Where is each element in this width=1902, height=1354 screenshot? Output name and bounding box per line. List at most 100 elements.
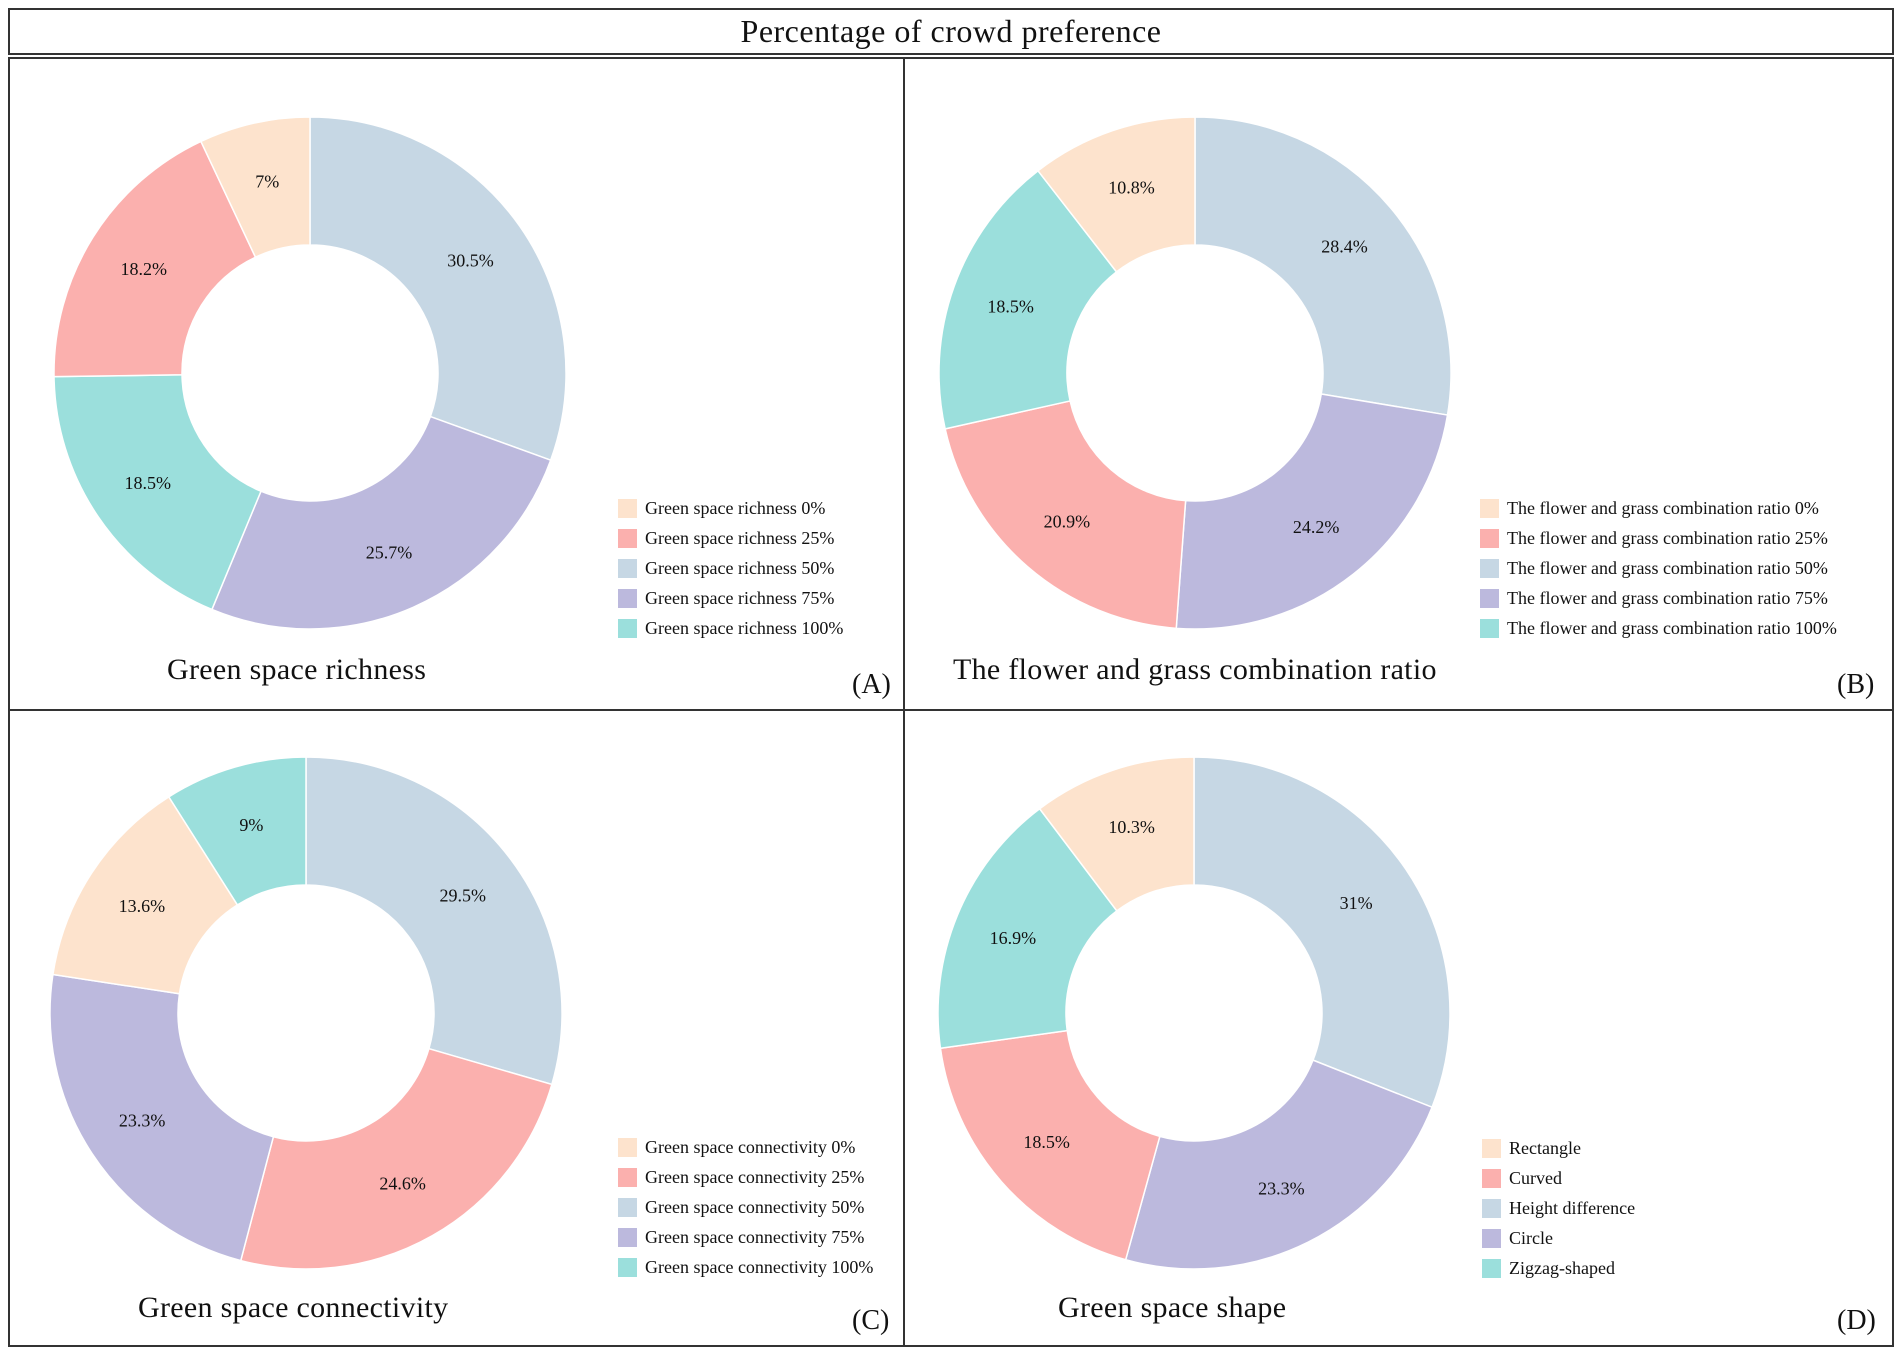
legend-c: Green space connectivity 0% Green space c… (618, 1132, 873, 1282)
legend-swatch (618, 498, 637, 518)
legend-swatch (618, 1197, 637, 1217)
legend-label: The flower and grass combination ratio 7… (1507, 587, 1828, 608)
legend-swatch (618, 588, 637, 608)
slice-label-curved: 18.5% (1023, 1132, 1070, 1152)
legend-item-green-space-richness-50: Green space richness 50% (618, 553, 843, 583)
slice-label-rectangle: 10.3% (1108, 817, 1155, 837)
legend-label: Curved (1509, 1167, 1562, 1188)
slice-label-green-space-connectivity-25: 24.6% (379, 1174, 426, 1194)
panel-d: 31% 23.3% 18.5% 16.9% 10.3% Rectangle Curved H… (905, 711, 1892, 1345)
legend-item-green-space-richness-25: Green space richness 25% (618, 523, 843, 553)
slice-label-the-flower-and-grass-combination-ratio-100: 18.5% (987, 297, 1034, 317)
legend-item-circle: Circle (1482, 1223, 1635, 1253)
donut-slice-green-space-connectivity-50 (305, 756, 563, 1086)
donut-slice-green-space-richness-0 (199, 116, 311, 259)
slice-label-green-space-richness-25: 18.2% (120, 259, 167, 279)
legend-label: The flower and grass combination ratio 1… (1507, 617, 1837, 638)
donut-chart-a: 30.5% 25.7% 18.5% 18.2% 7% (53, 116, 567, 630)
figure-title: Percentage of crowd preference (8, 8, 1894, 55)
legend-swatch (1480, 558, 1499, 578)
panel-tag-b: (B) (1837, 669, 1875, 700)
vertical-divider (903, 57, 905, 1347)
donut-chart-c: 29.5% 24.6% 23.3% 13.6% 9% (49, 756, 563, 1270)
legend-label: The flower and grass combination ratio 2… (1507, 527, 1828, 548)
slice-label-green-space-connectivity-50: 29.5% (439, 885, 486, 905)
donut-slice-zigzag-shaped (937, 807, 1118, 1050)
slice-label-the-flower-and-grass-combination-ratio-0: 10.8% (1108, 178, 1155, 198)
legend-item-green-space-connectivity-100: Green space connectivity 100% (618, 1252, 873, 1282)
legend-swatch (618, 618, 637, 638)
legend-item-the-flower-and-grass-combination-ratio-25: The flower and grass combination ratio 2… (1480, 523, 1837, 553)
legend-swatch (1482, 1168, 1501, 1188)
donut-slice-green-space-connectivity-100 (167, 756, 307, 906)
slice-label-circle: 23.3% (1258, 1178, 1305, 1198)
donut-slice-the-flower-and-grass-combination-ratio-25 (944, 400, 1187, 630)
legend-swatch (1482, 1228, 1501, 1248)
legend-swatch (1480, 588, 1499, 608)
donut-slice-green-space-richness-75 (210, 415, 552, 630)
legend-label: Green space connectivity 25% (645, 1166, 865, 1187)
donut-slice-rectangle (1038, 756, 1195, 912)
slice-label-green-space-richness-50: 30.5% (447, 250, 494, 270)
legend-item-the-flower-and-grass-combination-ratio-100: The flower and grass combination ratio 1… (1480, 613, 1837, 643)
legend-item-zigzag-shaped: Zigzag-shaped (1482, 1253, 1635, 1283)
donut-slice-the-flower-and-grass-combination-ratio-50 (1194, 116, 1452, 416)
donut-chart-b: 28.4% 24.2% 20.9% 18.5% 10.8% (938, 116, 1452, 630)
legend-label: Zigzag-shaped (1509, 1257, 1615, 1278)
donut-slice-green-space-connectivity-0 (52, 795, 239, 995)
legend-swatch (618, 558, 637, 578)
legend-label: Green space richness 25% (645, 527, 835, 548)
donut-slice-green-space-richness-100 (53, 374, 262, 611)
donut-slice-circle (1124, 1059, 1433, 1270)
legend-swatch (1482, 1258, 1501, 1278)
slice-label-green-space-richness-100: 18.5% (125, 473, 172, 493)
legend-label: Green space connectivity 0% (645, 1136, 856, 1157)
chart-title-b: The flower and grass combination ratio (953, 653, 1437, 686)
legend-item-curved: Curved (1482, 1163, 1635, 1193)
legend-swatch (1480, 498, 1499, 518)
slice-label-the-flower-and-grass-combination-ratio-50: 28.4% (1321, 236, 1368, 256)
legend-item-the-flower-and-grass-combination-ratio-0: The flower and grass combination ratio 0… (1480, 493, 1837, 523)
slice-label-the-flower-and-grass-combination-ratio-25: 20.9% (1044, 511, 1091, 531)
legend-label: Green space richness 0% (645, 497, 826, 518)
donut-slice-the-flower-and-grass-combination-ratio-0 (1036, 116, 1196, 273)
legend-label: The flower and grass combination ratio 5… (1507, 557, 1828, 578)
chart-title-d: Green space shape (1058, 1291, 1287, 1324)
legend-label: Height difference (1509, 1197, 1636, 1218)
donut-slice-the-flower-and-grass-combination-ratio-100 (938, 169, 1118, 430)
horizontal-divider (8, 709, 1894, 711)
slice-label-green-space-connectivity-75: 23.3% (119, 1111, 166, 1131)
legend-item-green-space-connectivity-50: Green space connectivity 50% (618, 1192, 873, 1222)
legend-item-green-space-connectivity-0: Green space connectivity 0% (618, 1132, 873, 1162)
legend-item-the-flower-and-grass-combination-ratio-50: The flower and grass combination ratio 5… (1480, 553, 1837, 583)
donut-slice-the-flower-and-grass-combination-ratio-75 (1175, 393, 1449, 630)
panel-tag-a: (A) (852, 669, 891, 700)
legend-label: Green space richness 100% (645, 617, 844, 638)
legend-d: Rectangle Curved Height difference Circle Zi… (1482, 1133, 1635, 1283)
panel-b: 28.4% 24.2% 20.9% 18.5% 10.8% The flower and… (905, 59, 1892, 709)
donut-slice-height-difference (1193, 756, 1451, 1109)
legend-b: The flower and grass combination ratio 0… (1480, 493, 1837, 643)
donut-slice-green-space-richness-25 (53, 140, 257, 378)
donut-slice-green-space-richness-50 (309, 116, 567, 462)
panel-tag-d: (D) (1837, 1305, 1876, 1336)
legend-label: Rectangle (1509, 1137, 1581, 1158)
panel-a: 30.5% 25.7% 18.5% 18.2% 7% Green space richn… (10, 59, 903, 709)
legend-label: Green space connectivity 100% (645, 1256, 874, 1277)
donut-slice-green-space-connectivity-25 (239, 1047, 553, 1270)
legend-a: Green space richness 0% Green space richn… (618, 493, 843, 643)
donut-slice-green-space-connectivity-75 (49, 973, 275, 1262)
legend-item-green-space-richness-100: Green space richness 100% (618, 613, 843, 643)
legend-item-green-space-richness-0: Green space richness 0% (618, 493, 843, 523)
legend-label: Green space connectivity 75% (645, 1226, 865, 1247)
legend-swatch (618, 1137, 637, 1157)
panel-c: 29.5% 24.6% 23.3% 13.6% 9% Green space conne… (10, 711, 903, 1345)
legend-label: Green space richness 50% (645, 557, 835, 578)
legend-item-green-space-connectivity-75: Green space connectivity 75% (618, 1222, 873, 1252)
slice-label-zigzag-shaped: 16.9% (990, 928, 1036, 948)
chart-title-a: Green space richness (167, 653, 427, 686)
legend-label: The flower and grass combination ratio 0… (1507, 497, 1819, 518)
panel-grid-frame (8, 57, 1894, 1347)
legend-item-green-space-connectivity-25: Green space connectivity 25% (618, 1162, 873, 1192)
donut-slice-curved (939, 1029, 1161, 1261)
